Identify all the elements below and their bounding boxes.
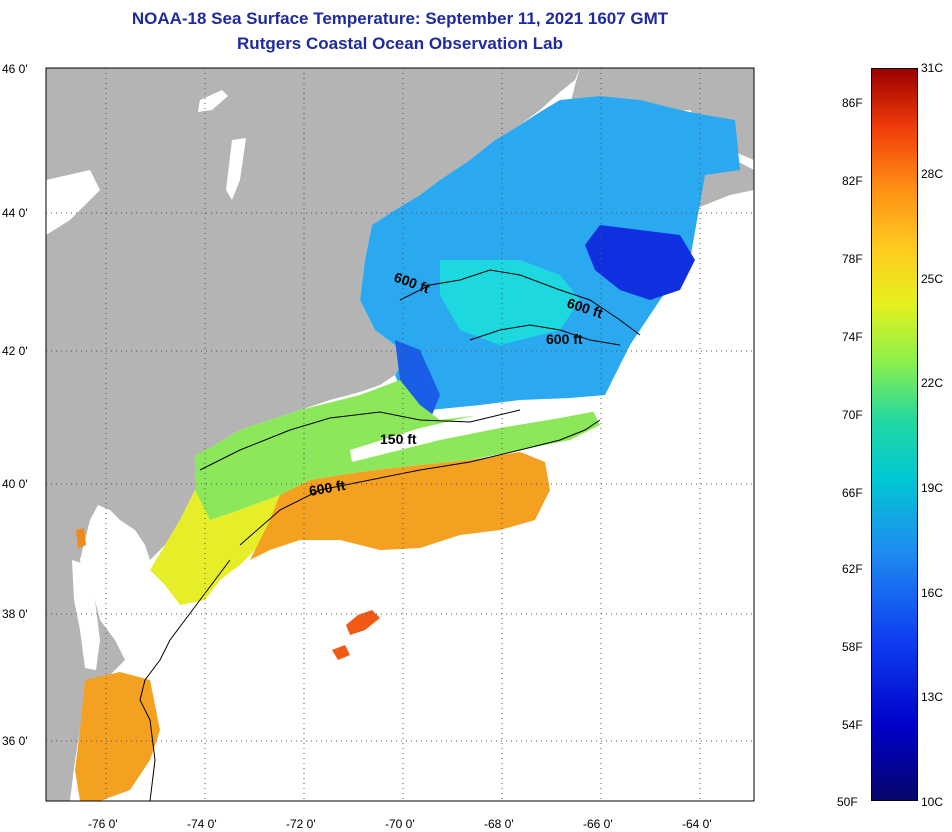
land-upper-right xyxy=(570,68,754,160)
latitude-label: 44 0' xyxy=(2,206,28,220)
map-frame xyxy=(45,67,755,802)
contour-600ft xyxy=(239,419,601,546)
latitude-label: 42 0' xyxy=(2,344,28,358)
sst-hot-spot xyxy=(332,645,350,660)
sst-carolina-warm xyxy=(75,672,160,801)
latitude-label: 40 0' xyxy=(2,477,28,491)
sst-gulf-stream-warm xyxy=(250,452,550,560)
map-subtitle: Rutgers Coastal Ocean Observation Lab xyxy=(237,34,563,53)
colorbar-label-f: 66F xyxy=(842,486,863,500)
longitude-label: -70 0' xyxy=(385,817,415,831)
inland-lake xyxy=(46,170,100,235)
sst-mid-atlantic-shelf xyxy=(150,490,300,605)
colorbar-label-f: 50F xyxy=(837,795,858,809)
longitude-label: -76 0' xyxy=(88,817,118,831)
inland-lake xyxy=(226,138,246,200)
contour-600ft-gom xyxy=(399,269,641,336)
colorbar-label-f: 62F xyxy=(842,562,863,576)
longitude-label: -66 0' xyxy=(583,817,613,831)
sst-shelf-teal xyxy=(440,260,580,345)
temperature-colorbar xyxy=(871,68,918,801)
longitude-label: -64 0' xyxy=(682,817,712,831)
sst-cloud-gap xyxy=(350,398,602,462)
colorbar-label-c: 10C xyxy=(921,795,944,809)
chesapeake-bay xyxy=(72,560,100,670)
contour-600ft-basin xyxy=(469,324,621,346)
colorbar-label-f: 70F xyxy=(842,408,863,422)
sst-warm-spot xyxy=(76,528,86,548)
sst-cold-core xyxy=(585,225,695,300)
colorbar-label-f: 54F xyxy=(842,718,863,732)
map-title: NOAA-18 Sea Surface Temperature: Septemb… xyxy=(131,9,669,28)
colorbar-label-c: 25C xyxy=(921,272,944,286)
colorbar-label-f: 58F xyxy=(842,640,863,654)
graticule xyxy=(46,68,754,801)
colorbar-label-c: 16C xyxy=(921,586,944,600)
contour-150ft xyxy=(199,409,521,471)
contour-label: 600 ft xyxy=(546,331,583,347)
contour-label: 600 ft xyxy=(308,477,347,499)
longitude-label: -68 0' xyxy=(484,817,514,831)
longitude-label: -74 0' xyxy=(187,817,217,831)
colorbar-label-f: 82F xyxy=(842,174,863,188)
colorbar-label-c: 13C xyxy=(921,690,944,704)
sst-gulf-of-maine xyxy=(360,96,740,410)
map-canvas xyxy=(46,68,754,801)
latitude-label: 46 0' xyxy=(2,62,28,76)
contour-label: 150 ft xyxy=(380,431,417,447)
colorbar-label-f: 78F xyxy=(842,252,863,266)
colorbar-label-c: 28C xyxy=(921,167,944,181)
sst-hot-spot xyxy=(346,610,380,635)
latitude-label: 38 0' xyxy=(2,607,28,621)
colorbar-label-c: 19C xyxy=(921,481,944,495)
latitude-label: 36 0' xyxy=(2,734,28,748)
colorbar-label-c: 22C xyxy=(921,376,944,390)
longitude-label: -72 0' xyxy=(286,817,316,831)
colorbar-label-f: 86F xyxy=(842,96,863,110)
colorbar-label-f: 74F xyxy=(842,330,863,344)
land-us-mainland xyxy=(46,68,580,801)
colorbar-label-c: 31C xyxy=(921,61,944,75)
land-prince-edward-island xyxy=(690,68,754,80)
inland-lake xyxy=(198,90,228,112)
